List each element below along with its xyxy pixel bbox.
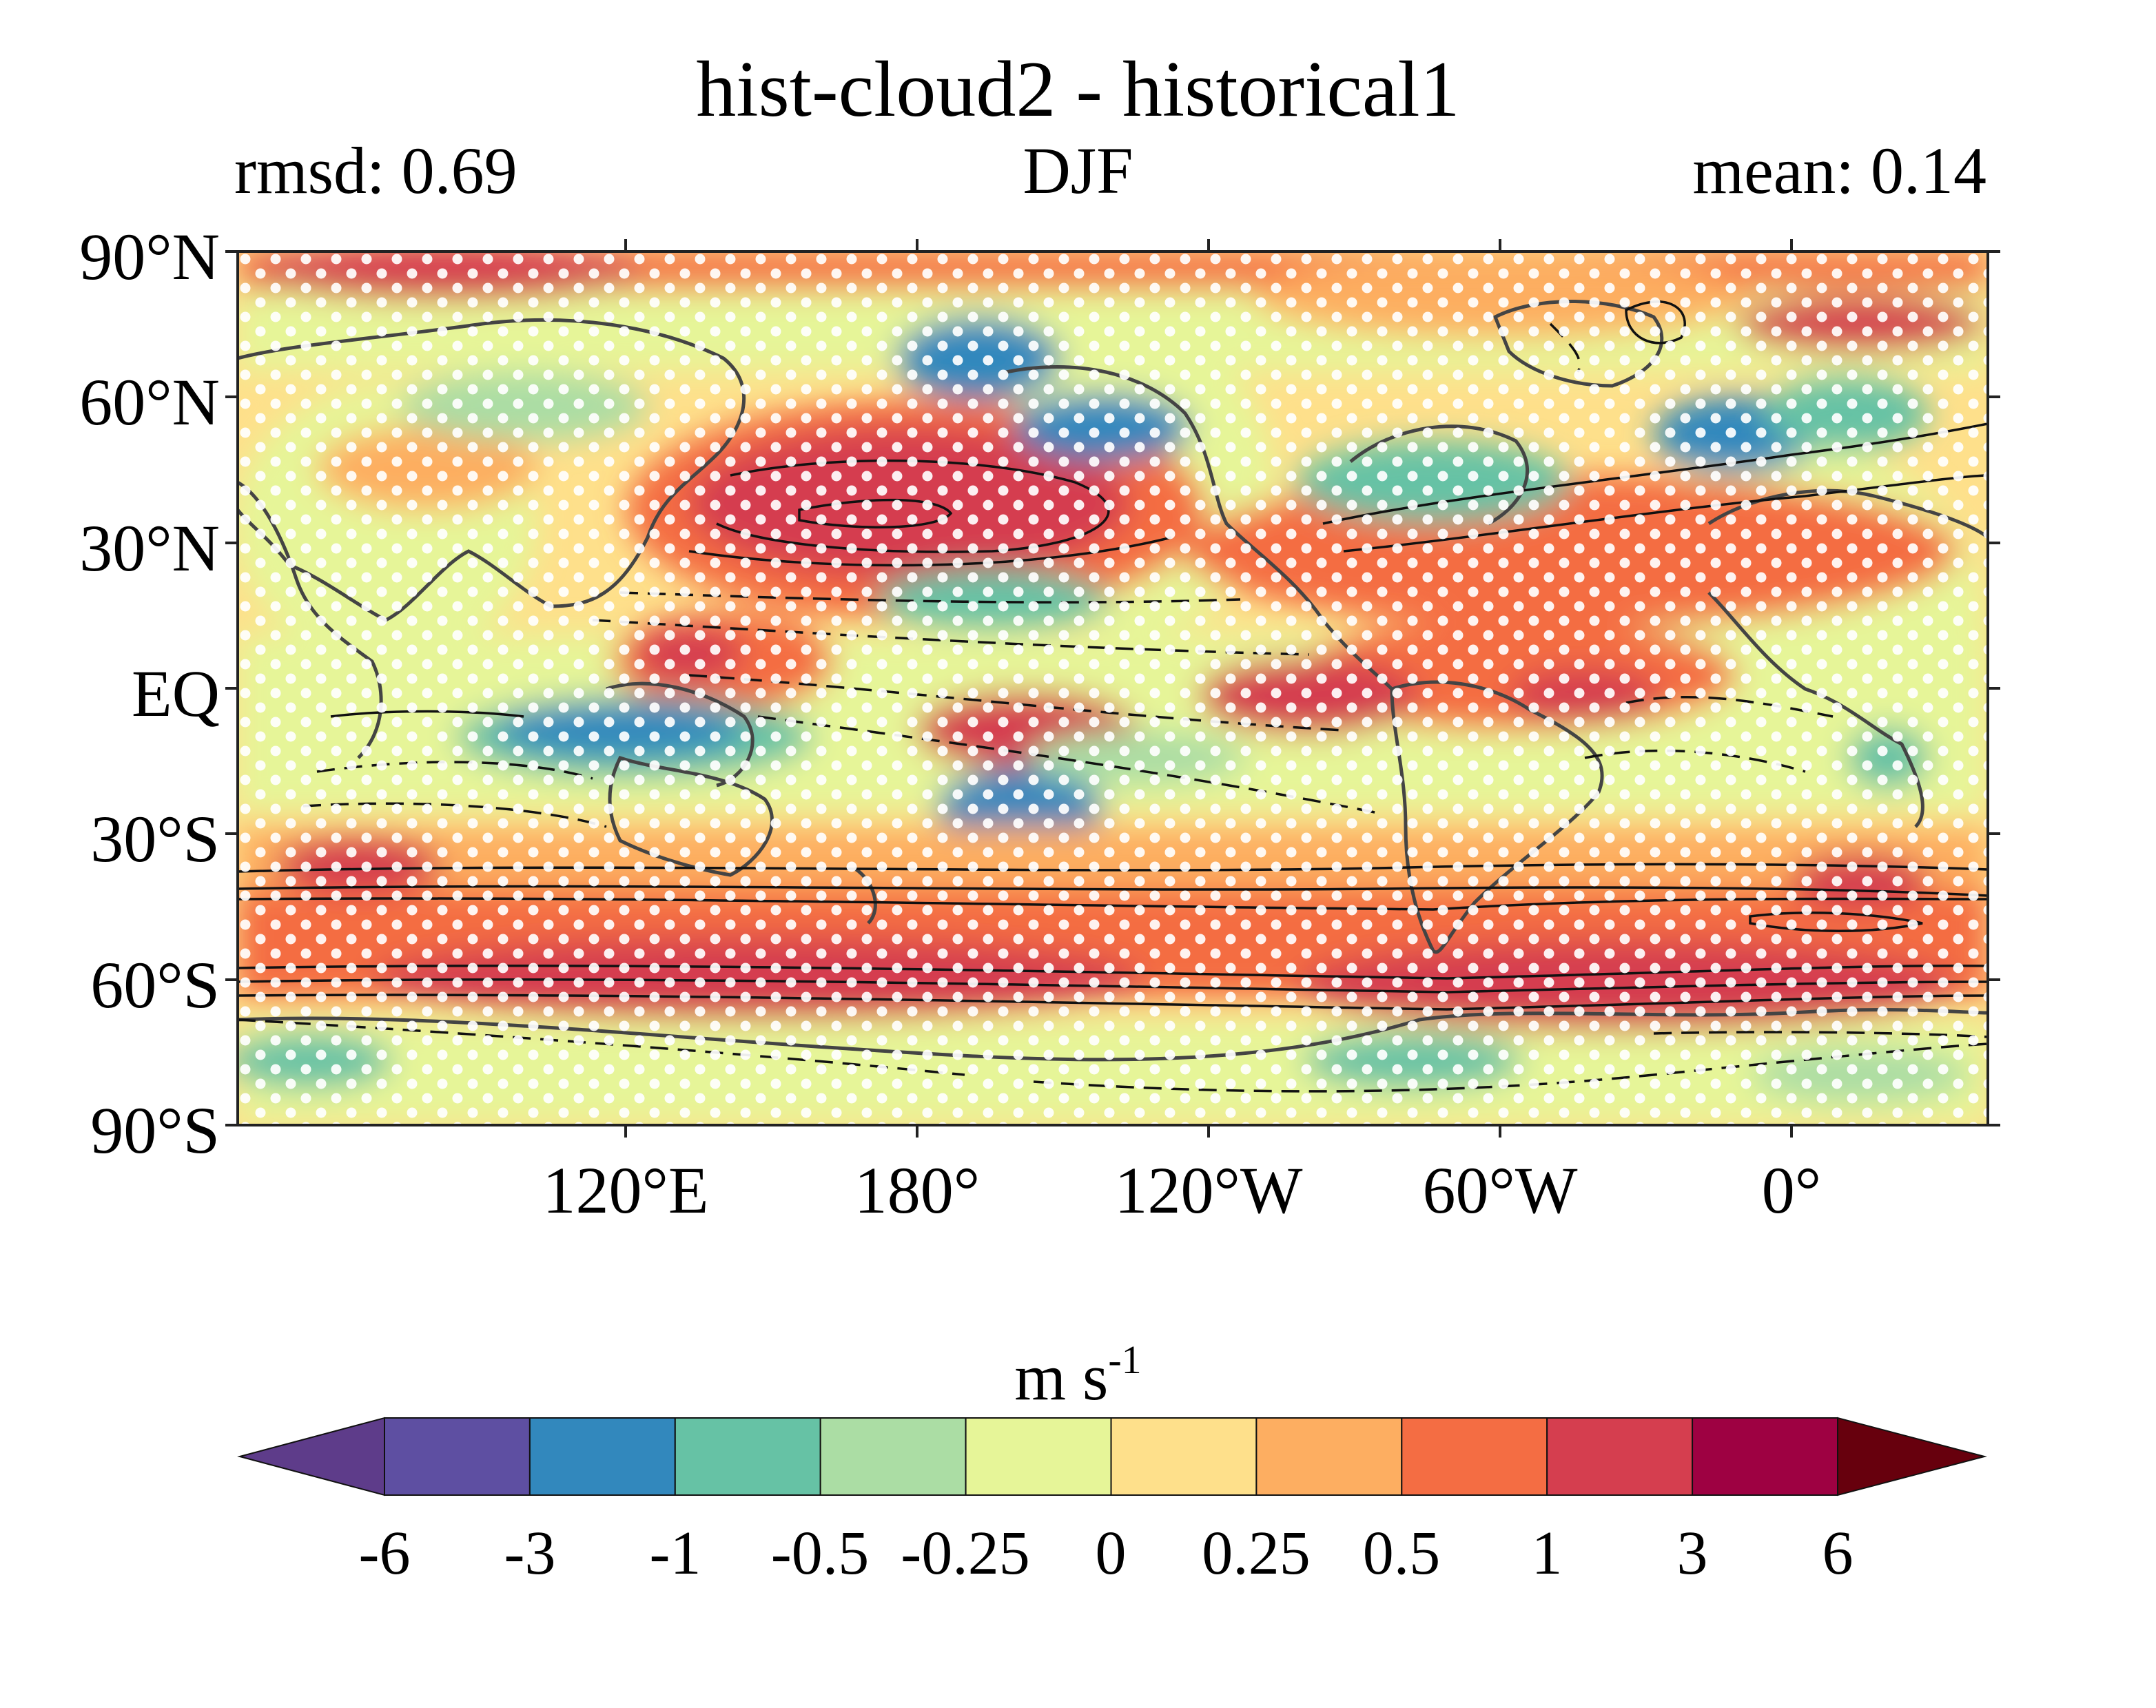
colorbar-tick-label: 0.5 (1362, 1519, 1441, 1587)
units-exponent: -1 (1108, 1337, 1142, 1382)
lat-label-eq: EQ (132, 657, 220, 730)
colorbar-box (528, 1417, 676, 1496)
colorbar-box (1110, 1417, 1257, 1496)
map-panel (238, 251, 1988, 1125)
colorbar-box (384, 1417, 531, 1496)
stippling (238, 251, 1988, 1125)
colorbar-tick-label: -0.25 (901, 1519, 1030, 1587)
colorbar-tick-label: 0.25 (1202, 1519, 1311, 1587)
lon-label-120w: 120°W (1114, 1153, 1303, 1227)
colorbar-boxes (384, 1417, 1839, 1496)
units-base: m s (1014, 1340, 1109, 1414)
lat-label-60n: 60°N (79, 365, 220, 439)
lat-label-30s: 30°S (90, 802, 220, 876)
rmsd-label: rmsd: 0.69 (234, 134, 517, 207)
colorbar-box (1546, 1417, 1694, 1496)
colorbar-tick-label: 6 (1822, 1519, 1854, 1587)
colorbar-tick-label: 3 (1676, 1519, 1708, 1587)
figure-title: hist-cloud2 - historical1 (696, 45, 1460, 134)
season-label: DJF (1023, 134, 1133, 207)
lat-label-30n: 30°N (79, 511, 220, 585)
lat-label-90s: 90°S (90, 1093, 220, 1167)
colorbar-over-arrow (1837, 1417, 1987, 1496)
colorbar-tick-label: -1 (649, 1519, 701, 1587)
colorbar-box (1255, 1417, 1403, 1496)
colorbar-units: m s-1 (0, 1337, 2156, 1415)
colorbar-box (674, 1417, 821, 1496)
lat-ticks (225, 250, 2000, 1126)
lon-label-120e: 120°E (542, 1153, 709, 1227)
lon-label-180: 180° (854, 1153, 981, 1227)
lat-label-90n: 90°N (79, 220, 220, 294)
lat-label-60s: 60°S (90, 948, 220, 1022)
lon-label-60w: 60°W (1422, 1153, 1578, 1227)
colorbar-under-arrow (237, 1417, 385, 1496)
colorbar-tick-label: -6 (358, 1519, 411, 1587)
colorbar-tick-label: -0.5 (770, 1519, 870, 1587)
colorbar (237, 1417, 1987, 1496)
mean-label: mean: 0.14 (1692, 134, 1986, 207)
colorbar-box (965, 1417, 1112, 1496)
colorbar-tick-label: 0 (1095, 1519, 1127, 1587)
lon-ticks (624, 239, 1793, 1138)
colorbar-box (1692, 1417, 1839, 1496)
colorbar-box (819, 1417, 967, 1496)
colorbar-box (1401, 1417, 1548, 1496)
lon-label-0: 0° (1761, 1153, 1822, 1227)
colorbar-tick-label: 1 (1531, 1519, 1563, 1587)
colorbar-tick-label: -3 (504, 1519, 556, 1587)
